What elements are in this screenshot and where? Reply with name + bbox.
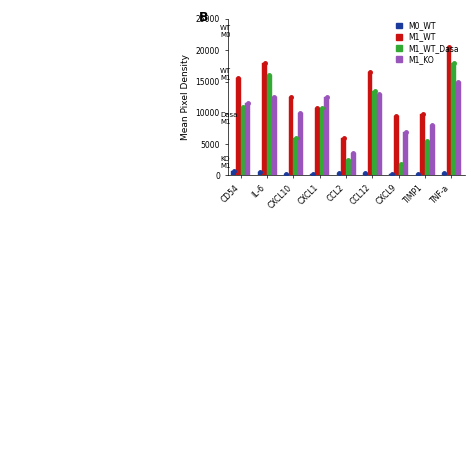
- Bar: [262, 63, 267, 175]
- Text: Dasa
M1: Dasa M1: [220, 112, 237, 125]
- Bar: [241, 107, 246, 175]
- Bar: [416, 173, 420, 175]
- Bar: [373, 91, 377, 175]
- Text: WT
M0: WT M0: [220, 25, 231, 37]
- Bar: [310, 174, 315, 175]
- Text: KO
M1: KO M1: [220, 156, 231, 169]
- Bar: [425, 141, 430, 175]
- Bar: [403, 132, 408, 175]
- Text: WT
M1: WT M1: [220, 68, 231, 82]
- Bar: [289, 97, 293, 175]
- Bar: [442, 173, 447, 175]
- Bar: [272, 97, 276, 175]
- Bar: [231, 171, 236, 175]
- Bar: [394, 116, 399, 175]
- Bar: [246, 103, 250, 175]
- Bar: [293, 138, 298, 175]
- Bar: [351, 154, 356, 175]
- Bar: [447, 47, 451, 175]
- Bar: [315, 108, 319, 175]
- Bar: [451, 63, 456, 175]
- Bar: [267, 75, 272, 175]
- Bar: [420, 114, 425, 175]
- Bar: [284, 173, 289, 175]
- Bar: [257, 172, 262, 175]
- Bar: [346, 160, 351, 175]
- Bar: [324, 97, 329, 175]
- Bar: [319, 108, 324, 175]
- Bar: [430, 125, 435, 175]
- Bar: [298, 113, 303, 175]
- Bar: [236, 78, 241, 175]
- Bar: [456, 82, 461, 175]
- Text: B: B: [199, 11, 209, 24]
- Bar: [377, 94, 382, 175]
- Bar: [337, 173, 341, 175]
- Bar: [368, 72, 373, 175]
- Legend: M0_WT, M1_WT, M1_WT_Dasa, M1_KO: M0_WT, M1_WT, M1_WT_Dasa, M1_KO: [395, 19, 461, 65]
- Bar: [363, 173, 368, 175]
- Bar: [399, 164, 403, 175]
- Bar: [341, 138, 346, 175]
- Bar: [389, 173, 394, 175]
- Y-axis label: Mean Pixel Density: Mean Pixel Density: [181, 54, 190, 140]
